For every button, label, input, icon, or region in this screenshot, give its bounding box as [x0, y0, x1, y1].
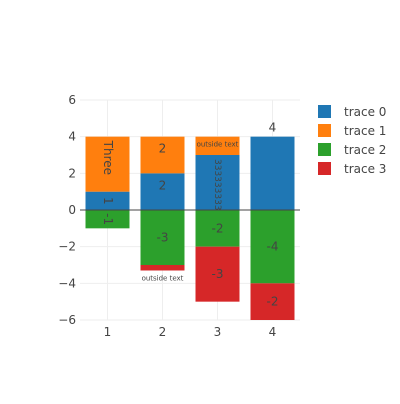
bar-trace-0-x4[interactable]	[250, 136, 295, 210]
bar-labels-layer: 1 2 333333333 4 Three 2 outside text -1 -3 -2 -4 ou…	[101, 121, 278, 309]
legend-swatch	[318, 143, 331, 156]
bar-label: -2	[212, 221, 224, 235]
x-tick-label: 2	[159, 325, 167, 339]
legend-swatch	[318, 162, 331, 175]
x-tick-label: 3	[214, 325, 222, 339]
y-tick-label: 0	[68, 203, 76, 217]
bar-label: 1	[101, 197, 115, 205]
bar-trace-3-x2[interactable]	[140, 265, 185, 271]
bar-trace-2-x3[interactable]	[195, 210, 240, 247]
legend-label: trace 3	[344, 162, 386, 176]
y-tick-label: −4	[58, 276, 76, 290]
bar-label: Three	[101, 140, 115, 175]
x-tick-label: 1	[104, 325, 112, 339]
bar-label: -1	[101, 213, 115, 225]
bar-label: -3	[157, 231, 169, 245]
bar-label: -4	[267, 240, 279, 254]
axes-layer: −6 −4 −2 0 2 4 6 1 2 3 4	[58, 93, 276, 339]
y-tick-label: 2	[68, 166, 76, 180]
legend-item-trace-2[interactable]: trace 2	[318, 143, 386, 157]
y-tick-label: −6	[58, 313, 76, 327]
bar-label: 4	[269, 121, 277, 135]
bar-trace-0-x2[interactable]	[140, 173, 185, 210]
bar-label: 2	[159, 178, 167, 192]
bar-trace-3-x4[interactable]	[250, 283, 295, 320]
x-tick-label: 4	[269, 325, 277, 339]
legend-item-trace-1[interactable]: trace 1	[318, 124, 386, 138]
legend-swatch	[318, 124, 331, 137]
bar-trace-2-x2[interactable]	[140, 210, 185, 265]
bar-trace-0-x1[interactable]	[85, 191, 130, 210]
bar-trace-1-x1[interactable]	[85, 136, 130, 192]
bar-trace-2-x1[interactable]	[85, 210, 130, 229]
bar-trace-2-x4[interactable]	[250, 210, 295, 284]
bar-trace-1-x2[interactable]	[140, 136, 185, 174]
bar-trace-1-x3[interactable]	[195, 136, 240, 155]
legend-label: trace 0	[344, 105, 386, 119]
bar-trace-0-x3[interactable]	[195, 155, 240, 210]
legend-item-trace-3[interactable]: trace 3	[318, 162, 386, 176]
legend-swatch	[318, 105, 331, 118]
legend[interactable]: trace 0 trace 1 trace 2 trace 3	[318, 105, 386, 176]
bar-label: 2	[159, 142, 167, 156]
bars-layer	[85, 136, 295, 320]
legend-item-trace-0[interactable]: trace 0	[318, 105, 386, 119]
y-tick-label: 4	[68, 130, 76, 144]
bar-label: -3	[212, 267, 224, 281]
bar-label: outside text	[142, 275, 184, 283]
y-tick-label: 6	[68, 93, 76, 107]
bar-label: outside text	[197, 141, 239, 149]
y-tick-label: −2	[58, 240, 76, 254]
bar-label: -2	[267, 295, 279, 309]
bar-label: 333333333	[212, 159, 222, 211]
bar-trace-3-x3[interactable]	[195, 246, 240, 302]
legend-label: trace 1	[344, 124, 386, 138]
legend-label: trace 2	[344, 143, 386, 157]
